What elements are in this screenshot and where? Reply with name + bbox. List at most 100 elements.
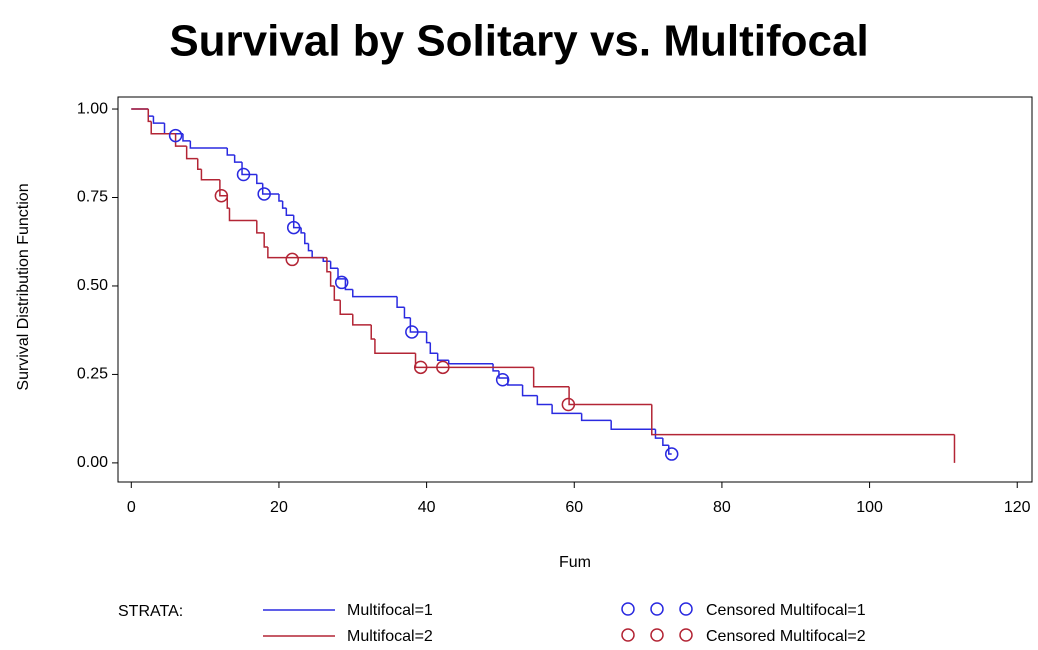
survival-step [241,162,257,176]
y-tick-label: 0.75 [77,189,108,206]
censor-marker [168,128,183,143]
censor-marker [561,397,576,412]
survival-step [492,363,499,372]
survival-step [507,377,523,386]
y-tick-label: 0.50 [77,277,108,294]
survival-step [429,342,438,354]
legend-title: STRATA: [118,603,183,620]
y-tick-label: 1.00 [77,100,108,117]
survival-step [150,121,176,135]
survival-step [568,386,652,406]
survival-step [147,109,154,117]
legend-marker [621,602,635,616]
survival-step [521,385,538,397]
survival-step [278,193,283,202]
survival-step [300,227,305,234]
censor-marker [285,252,299,267]
survival-step [256,220,265,234]
survival-step [414,353,534,369]
x-axis-label: Fum [559,554,591,571]
survival-step [339,300,353,316]
x-tick-label: 100 [856,499,883,516]
survival-step [226,195,230,209]
legend-marker [679,602,693,616]
survival-step [196,158,202,170]
legend-label: Multifocal=2 [347,628,433,645]
survival-step [425,331,431,344]
survival-step [292,215,302,229]
survival-step [322,257,331,262]
survival-step [311,250,324,259]
survival-step [403,307,411,319]
survival-step [352,314,372,326]
survival-step [532,367,570,388]
censor-marker [664,447,679,461]
legend-label: Censored Multifocal=1 [706,602,866,619]
y-axis-label: Survival Distribution Function [15,183,32,390]
legend-marker [650,628,664,642]
survival-step [182,133,191,142]
censor-marker [257,187,271,201]
legend-marker [621,628,635,642]
survival-step [396,296,405,308]
survival-step [304,232,309,245]
plot-frame [117,96,1033,483]
survival-step [580,413,612,422]
survival-step [307,243,313,252]
survival-step [329,271,335,287]
legend-label: Multifocal=1 [347,602,433,619]
survival-step [233,155,243,163]
survival-step [436,353,449,362]
survival-step [333,285,341,301]
legend-marker [650,602,664,616]
survival-step [228,208,257,222]
chart-title: Survival by Solitary vs. Multifocal [169,17,868,66]
survival-step [326,257,331,273]
survival-step [409,317,427,333]
survival-step [189,140,228,149]
censor-marker [413,360,428,375]
survival-step [374,339,416,354]
x-tick-label: 80 [713,499,731,516]
survival-step [668,445,672,455]
x-tick-label: 20 [270,499,288,516]
x-tick-label: 40 [418,499,436,516]
survival-step [261,183,279,195]
legend-marker [679,628,693,642]
survival-step [219,179,228,197]
x-tick-label: 60 [565,499,583,516]
x-tick-label: 0 [127,499,136,516]
survival-step [174,133,187,147]
censor-marker [405,325,419,339]
survival-step [267,247,327,259]
survival-step [551,404,582,415]
survival-step [285,208,294,216]
survival-step [610,420,656,431]
survival-step [536,395,553,406]
censor-marker [286,220,301,235]
censor-marker [214,188,229,203]
survival-step [263,232,268,248]
survival-step [662,438,669,446]
y-tick-label: 0.00 [77,454,108,471]
censor-marker [436,360,450,375]
legend-label: Censored Multifocal=2 [706,628,866,645]
survival-step [185,146,198,160]
survival-step [281,201,287,209]
survival-step [448,360,494,365]
y-tick-label: 0.25 [77,366,108,383]
survival-step [152,116,165,124]
survival-step [256,174,263,185]
survival-step [329,261,339,270]
survival-step [344,278,353,291]
censor-marker [236,167,251,182]
survival-step [498,370,508,379]
x-tick-label: 120 [1004,499,1031,516]
censor-marker [334,275,349,290]
survival-step [337,268,346,280]
survival-step [651,404,955,436]
survival-step [147,109,152,123]
survival-step [352,289,398,298]
